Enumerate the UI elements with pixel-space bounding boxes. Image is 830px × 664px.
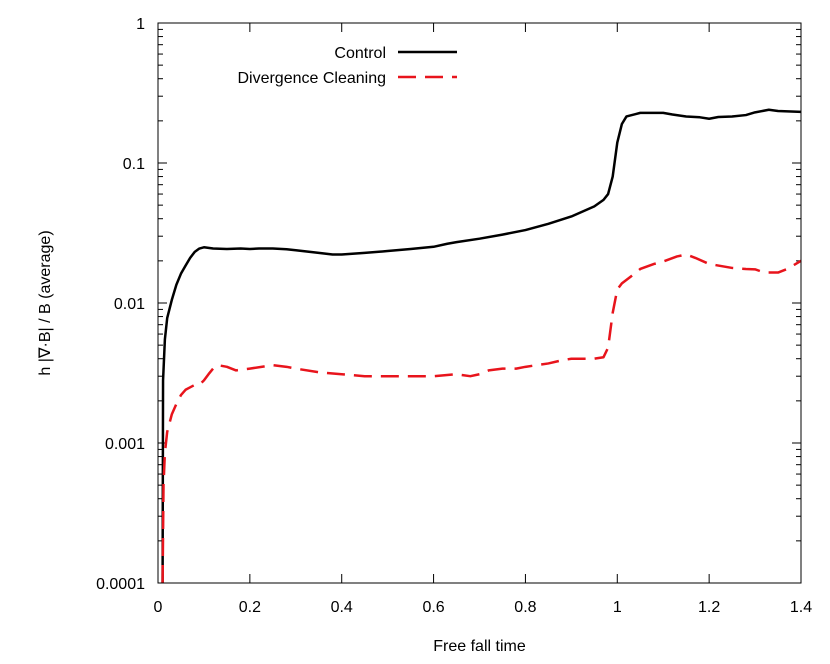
x-tick-label: 0.4 xyxy=(331,599,353,616)
tick-labels: 0 0.2 0.4 0.6 0.8 1 1.2 1.4 0.0001 0.001 0.01 0.1 1 xyxy=(96,16,812,616)
x-axis-label: Free fall time xyxy=(433,638,526,655)
x-tick-label: 0 xyxy=(154,599,163,616)
y-tick-label: 1 xyxy=(136,16,145,33)
x-tick-label: 1.4 xyxy=(790,599,812,616)
legend-label-divergence-cleaning: Divergence Cleaning xyxy=(237,70,386,87)
ticks-layer xyxy=(157,22,802,584)
x-tick-label: 0.8 xyxy=(514,599,536,616)
legend: Control Divergence Cleaning xyxy=(237,45,457,87)
y-tick-label: 0.1 xyxy=(123,156,145,173)
plot-frame xyxy=(157,22,802,584)
x-tick-label: 1.2 xyxy=(698,599,720,616)
series-line-divergence-cleaning xyxy=(161,253,802,584)
y-tick-label: 0.001 xyxy=(105,436,145,453)
y-axis-label: h |∇·B| / B (average) xyxy=(37,230,54,375)
x-tick-label: 0.6 xyxy=(422,599,444,616)
y-tick-label: 0.01 xyxy=(114,296,145,313)
x-tick-label: 1 xyxy=(613,599,622,616)
series-line-control xyxy=(161,108,802,584)
series-layer xyxy=(161,108,802,584)
x-tick-label: 0.2 xyxy=(239,599,261,616)
legend-label-control: Control xyxy=(334,45,386,62)
y-tick-label: 0.0001 xyxy=(96,576,145,593)
